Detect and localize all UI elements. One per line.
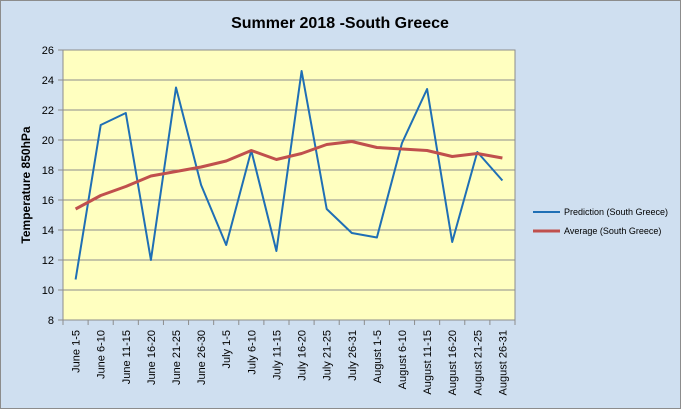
x-tick-label: July 6-10 <box>246 330 258 375</box>
x-tick-label: June 1-5 <box>71 330 83 373</box>
y-tick-label: 24 <box>42 75 54 87</box>
x-tick-label: July 21-25 <box>322 330 334 381</box>
x-tick-label: August 6-10 <box>397 330 409 389</box>
x-tick-label: June 21-25 <box>171 330 183 385</box>
legend: Prediction (South Greece) Average (South… <box>533 207 668 236</box>
x-tick-label: June 26-30 <box>196 330 208 385</box>
legend-label-average: Average (South Greece) <box>564 226 661 236</box>
y-tick-label: 22 <box>42 105 54 117</box>
x-axis-ticks: June 1-5 June 6-10 June 11-15 June 16-20 Jun… <box>62 320 516 395</box>
x-tick-label: July 11-15 <box>271 330 283 380</box>
y-tick-label: 18 <box>42 165 54 177</box>
y-tick-label: 16 <box>42 195 54 207</box>
x-tick-label: June 11-15 <box>121 330 133 384</box>
y-axis-label: Temperature 850hPa <box>19 126 33 243</box>
legend-label-prediction: Prediction (South Greece) <box>564 207 668 217</box>
y-tick-label: 14 <box>42 225 54 237</box>
average-series-line <box>74 140 503 211</box>
y-tick-label: 20 <box>42 135 54 147</box>
series-lines <box>74 70 504 280</box>
x-tick-label: August 11-15 <box>422 330 434 395</box>
y-tick-label: 8 <box>48 315 54 327</box>
x-tick-label: August 21-25 <box>472 330 484 395</box>
y-tick-label: 10 <box>42 285 54 297</box>
y-tick-label: 26 <box>42 45 54 57</box>
x-tick-label: August 16-20 <box>447 330 459 395</box>
x-tick-label: August 1-5 <box>372 330 384 383</box>
prediction-series-line <box>74 70 504 280</box>
x-tick-label: July 26-31 <box>347 330 359 381</box>
x-tick-label: July 1-5 <box>221 330 233 369</box>
x-tick-label: June 16-20 <box>146 330 158 385</box>
y-tick-label: 12 <box>42 255 54 267</box>
x-tick-label: June 6-10 <box>96 330 108 379</box>
chart-title: Summer 2018 -South Greece <box>231 15 449 32</box>
x-tick-label: July 16-20 <box>297 330 309 381</box>
x-tick-label: August 26-31 <box>497 330 509 395</box>
y-axis-ticks: 8 10 12 14 16 18 20 22 24 26 <box>42 45 63 327</box>
